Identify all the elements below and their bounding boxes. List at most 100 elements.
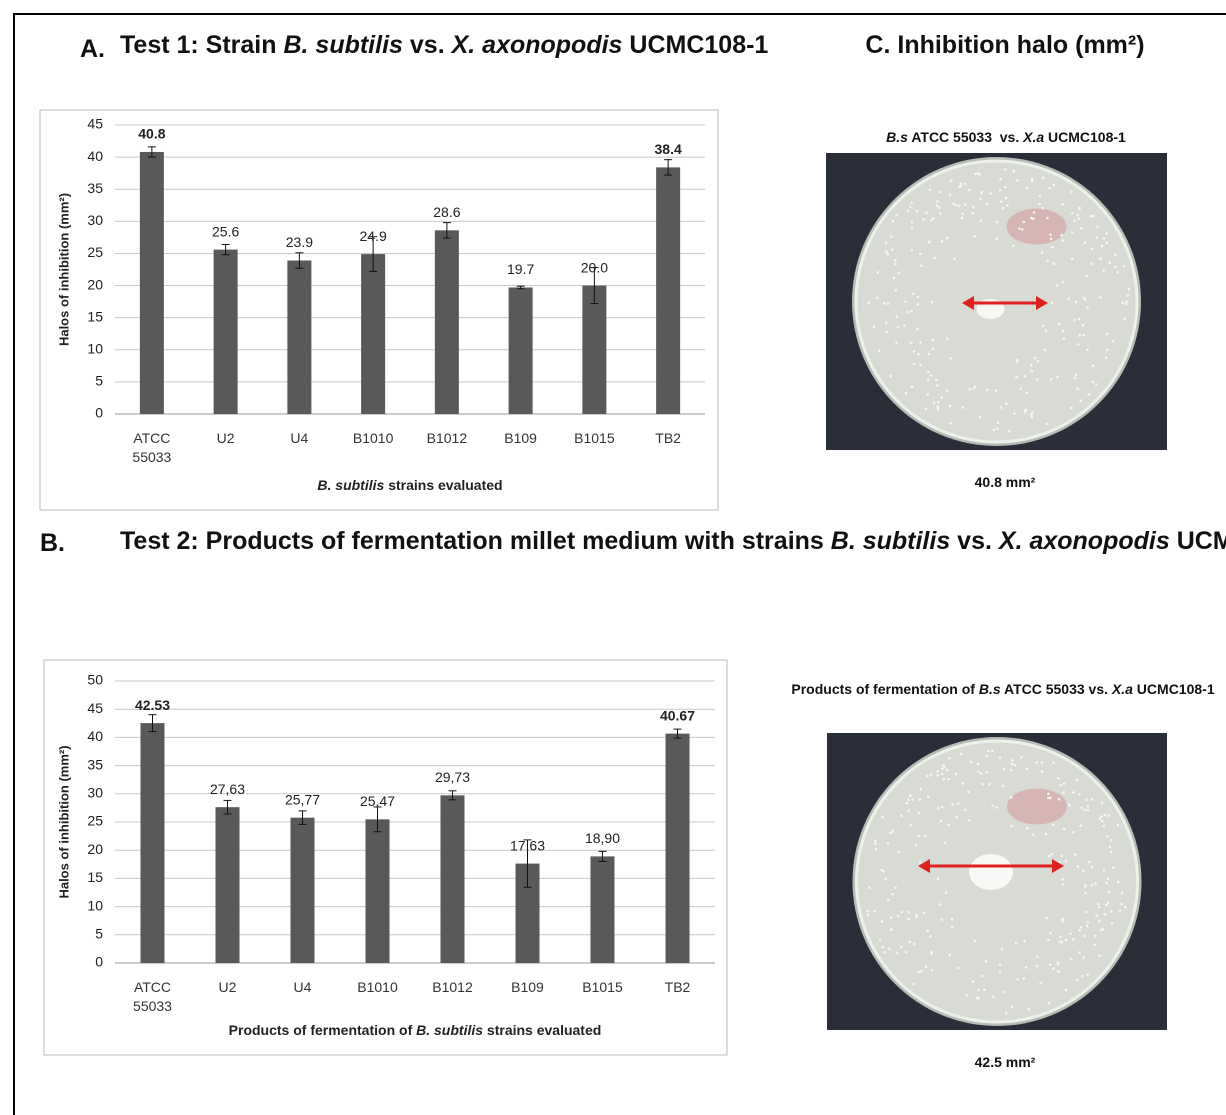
colony (977, 172, 980, 175)
colony (910, 202, 913, 205)
colony (895, 341, 898, 344)
colony (1107, 877, 1110, 880)
y-axis-title: Halos of inhibition (mm²) (56, 745, 71, 898)
colony (964, 808, 967, 811)
colony (919, 341, 922, 344)
colony (988, 783, 991, 786)
colony (1036, 378, 1039, 381)
text-part: UCMC108-1 (1133, 681, 1215, 697)
colony (946, 337, 949, 340)
colony (905, 951, 908, 954)
colony (916, 328, 919, 331)
x-tick-label: U4 (268, 978, 338, 997)
colony (1110, 910, 1113, 913)
colony (909, 824, 912, 827)
colony (897, 850, 900, 853)
colony (911, 386, 914, 389)
colony (1045, 329, 1048, 332)
y-tick-label: 50 (87, 672, 103, 688)
colony (1005, 1012, 1008, 1015)
colony (1127, 294, 1130, 297)
colony (974, 940, 977, 943)
y-tick-label: 5 (95, 926, 103, 942)
colony (1087, 921, 1090, 924)
colony (907, 209, 910, 212)
colony (1059, 784, 1062, 787)
colony (938, 206, 941, 209)
colony (1071, 212, 1074, 215)
colony (913, 350, 916, 353)
colony (1013, 412, 1016, 415)
y-tick-label: 0 (95, 405, 103, 421)
chart-title: Test 1: Strain B. subtilis vs. X. axonop… (120, 24, 720, 67)
colony (867, 913, 870, 916)
colony (940, 820, 943, 823)
colony (1084, 241, 1087, 244)
colony (1071, 231, 1074, 234)
x-tick-label: B1015 (559, 429, 629, 448)
colony (1065, 939, 1068, 942)
colony (919, 798, 922, 801)
colony (882, 870, 885, 873)
colony (1073, 219, 1076, 222)
colony (1128, 288, 1131, 291)
colony (1057, 970, 1060, 973)
colony (1085, 911, 1088, 914)
colony (1091, 866, 1094, 869)
colony (950, 357, 953, 360)
colony (1067, 297, 1070, 300)
colony (1100, 815, 1103, 818)
value-label: 29,73 (435, 769, 470, 785)
photo-caption: B.s ATCC 55033 vs. X.a UCMC108-1 (786, 123, 1226, 151)
colony (1052, 761, 1055, 764)
y-tick-label: 10 (87, 897, 103, 913)
colony (917, 296, 920, 299)
colony (1119, 909, 1122, 912)
colony (1047, 939, 1050, 942)
colony (980, 192, 983, 195)
colony (1082, 334, 1085, 337)
colony (1005, 197, 1008, 200)
colony (1076, 978, 1079, 981)
colony (881, 816, 884, 819)
colony (1069, 932, 1072, 935)
colony (1015, 376, 1018, 379)
colony (951, 918, 954, 921)
colony (1046, 217, 1049, 220)
colony (1035, 965, 1038, 968)
text-part: B. subtilis (831, 527, 950, 555)
text-part: Products of fermentation of (791, 681, 978, 697)
colony (1059, 935, 1062, 938)
colony (951, 803, 954, 806)
colony (1018, 227, 1021, 230)
colony (897, 915, 900, 918)
colony (1095, 237, 1098, 240)
colony (1047, 1002, 1050, 1005)
colony (972, 980, 975, 983)
colony (1116, 271, 1119, 274)
colony (1087, 809, 1090, 812)
colony (1058, 323, 1061, 326)
colony (986, 203, 989, 206)
y-tick-label: 30 (87, 785, 103, 801)
text-part: ATCC 55033 vs. (1001, 681, 1112, 697)
colony (887, 302, 890, 305)
colony (1078, 929, 1081, 932)
colony (1031, 370, 1034, 373)
colony (1100, 929, 1103, 932)
y-tick-label: 20 (87, 276, 103, 292)
colony (1049, 963, 1052, 966)
colony (1023, 940, 1026, 943)
colony (947, 823, 950, 826)
colony (1079, 824, 1082, 827)
halo-measure: 40.8 mm² (905, 468, 1105, 496)
colony (977, 763, 980, 766)
colony (1049, 797, 1052, 800)
colony (900, 814, 903, 817)
colony (983, 988, 986, 991)
colony (1062, 281, 1065, 284)
photo-caption: Products of fermentation of B.s ATCC 550… (780, 675, 1226, 703)
text-part: B.s (979, 681, 1001, 697)
colony (1024, 411, 1027, 414)
colony (937, 408, 940, 411)
